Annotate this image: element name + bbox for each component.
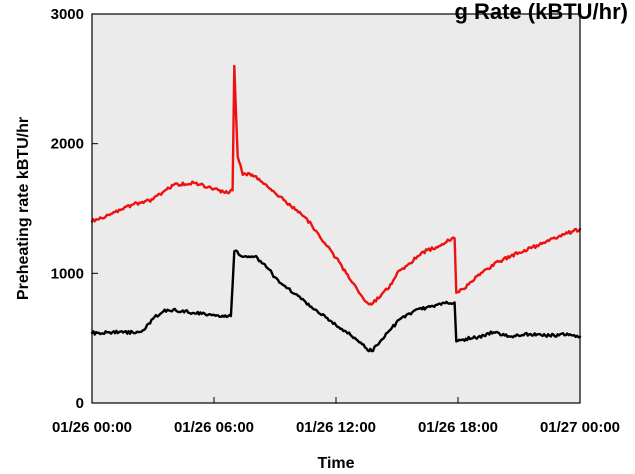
x-tick-label: 01/26 18:00 — [418, 419, 498, 436]
x-tick-label: 01/27 00:00 — [540, 419, 620, 436]
x-tick-label: 01/26 12:00 — [296, 419, 376, 436]
series-line-2 — [90, 249, 582, 353]
chart-title: g Rate (kBTU/hr) — [454, 0, 628, 24]
y-tick-label: 3000 — [51, 6, 84, 23]
y-axis-title: Preheating rate kBTU/hr — [15, 117, 32, 300]
y-tick-label: 1000 — [51, 265, 84, 282]
x-tick-label: 01/26 06:00 — [174, 419, 254, 436]
x-tick-label: 01/26 00:00 — [52, 419, 132, 436]
x-axis-title: Time — [317, 455, 354, 472]
axis-ticks: 0 1000 2000 3000 01/26 00:00 01/26 06:00 01/26… — [51, 6, 620, 436]
series-layer — [90, 64, 582, 353]
y-tick-label: 0 — [76, 395, 84, 412]
series-line-1 — [90, 64, 582, 306]
y-tick-label: 2000 — [51, 136, 84, 153]
plot-area — [92, 14, 580, 403]
